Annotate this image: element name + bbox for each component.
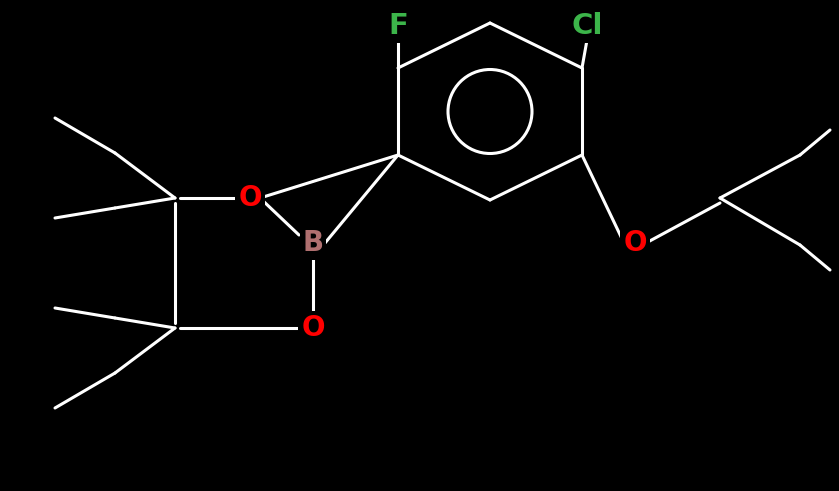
Text: O: O xyxy=(623,229,647,257)
Text: F: F xyxy=(388,12,408,40)
Text: O: O xyxy=(238,184,262,212)
Text: Cl: Cl xyxy=(571,12,602,40)
Text: O: O xyxy=(301,314,325,342)
Text: B: B xyxy=(302,229,324,257)
